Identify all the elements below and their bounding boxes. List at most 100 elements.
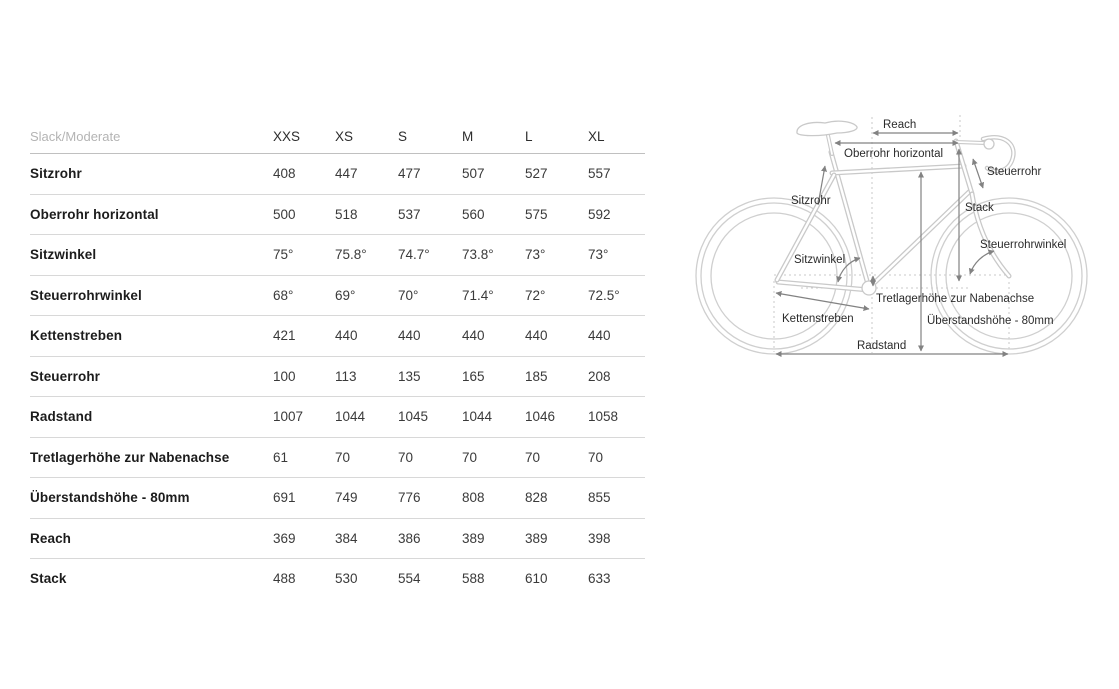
row-value: 398	[588, 530, 611, 546]
dimension-arrows	[775, 130, 1009, 357]
radstand-label: Radstand	[857, 340, 906, 352]
kettenstreben-arrow	[775, 290, 870, 312]
row-value: 776	[398, 490, 421, 506]
row-value: 369	[273, 530, 296, 546]
column-header-xs: XS	[335, 128, 354, 144]
row-label: Überstandshöhe - 80mm	[30, 490, 190, 506]
table-row: Radstand 1007 1044 1045 1044 1046 1058	[30, 397, 645, 438]
row-value: 633	[588, 571, 611, 587]
rear-wheel	[695, 197, 853, 355]
table-title: Slack/Moderate	[30, 128, 121, 144]
row-value: 575	[525, 206, 548, 222]
row-value: 488	[273, 571, 296, 587]
row-value: 588	[462, 571, 485, 587]
row-value: 440	[462, 328, 485, 344]
table-row: Sitzrohr 408 447 477 507 527 557	[30, 154, 645, 195]
row-value: 135	[398, 368, 421, 384]
row-value: 185	[525, 368, 548, 384]
row-value: 1046	[525, 409, 556, 425]
steuerrohrwinkel-arc	[968, 249, 995, 275]
stem	[955, 140, 987, 145]
row-value: 557	[588, 166, 611, 182]
geometry-table: Slack/Moderate XXS XS S M L XL Sitzrohr 4…	[30, 119, 645, 599]
row-value: 610	[525, 571, 548, 587]
row-label: Oberrohr horizontal	[30, 206, 159, 222]
row-value: 440	[525, 328, 548, 344]
handlebar-clamp	[983, 138, 995, 150]
row-label: Radstand	[30, 409, 93, 425]
row-value: 554	[398, 571, 421, 587]
row-label: Kettenstreben	[30, 328, 123, 344]
row-label: Sitzwinkel	[30, 247, 97, 263]
tretlagerhoehe-label: Tretlagerhöhe zur Nabenachse	[876, 293, 1034, 305]
steuerrohr-label: Steuerrohr	[987, 166, 1042, 178]
row-value: 518	[335, 206, 358, 222]
row-value: 72.5°	[588, 287, 620, 303]
column-header-l: L	[525, 128, 533, 144]
table-row: Kettenstreben 421 440 440 440 440 440	[30, 316, 645, 357]
row-label: Steuerrohrwinkel	[30, 287, 142, 303]
row-value: 537	[398, 206, 421, 222]
row-value: 1044	[462, 409, 493, 425]
row-value: 73°	[588, 247, 609, 263]
row-label: Tretlagerhöhe zur Nabenachse	[30, 449, 230, 465]
table-row: Sitzwinkel 75° 75.8° 74.7° 73.8° 73° 73°	[30, 235, 645, 276]
reach-label: Reach	[883, 119, 916, 131]
bottom-bracket	[861, 280, 877, 296]
row-value: 70	[335, 449, 351, 465]
steuerrohrwinkel-label: Steuerrohrwinkel	[980, 239, 1066, 251]
row-value: 749	[335, 490, 358, 506]
stack-label: Stack	[965, 202, 994, 214]
row-value: 75.8°	[335, 247, 367, 263]
row-value: 527	[525, 166, 548, 182]
table-body: Sitzrohr 408 447 477 507 527 557 Oberrohr horiz…	[30, 154, 645, 599]
row-value: 440	[398, 328, 421, 344]
row-value: 72°	[525, 287, 546, 303]
row-value: 73.8°	[462, 247, 494, 263]
row-value: 73°	[525, 247, 546, 263]
row-value: 70°	[398, 287, 419, 303]
row-value: 69°	[335, 287, 356, 303]
steuerrohr-arrow	[971, 158, 985, 189]
bike-geometry-diagram: Reach Oberrohr horizontal Steuerrohr Sta…	[695, 115, 1088, 357]
column-header-m: M	[462, 128, 474, 144]
row-value: 855	[588, 490, 611, 506]
row-label: Stack	[30, 571, 67, 587]
row-value: 440	[588, 328, 611, 344]
row-value: 1045	[398, 409, 429, 425]
row-value: 691	[273, 490, 296, 506]
ueberstandshoehe-label: Überstandshöhe - 80mm	[927, 315, 1054, 327]
row-value: 592	[588, 206, 611, 222]
row-value: 1044	[335, 409, 366, 425]
row-value: 408	[273, 166, 296, 182]
row-value: 507	[462, 166, 485, 182]
row-value: 447	[335, 166, 358, 182]
saddle	[796, 120, 858, 137]
row-value: 384	[335, 530, 358, 546]
row-value: 421	[273, 328, 296, 344]
row-value: 1058	[588, 409, 619, 425]
row-value: 75°	[273, 247, 294, 263]
row-value: 560	[462, 206, 485, 222]
row-value: 808	[462, 490, 485, 506]
row-value: 113	[335, 368, 357, 384]
table-row: Überstandshöhe - 80mm 691 749 776 808 828 855	[30, 478, 645, 519]
kettenstreben-label: Kettenstreben	[782, 313, 854, 325]
row-value: 500	[273, 206, 296, 222]
row-label: Reach	[30, 530, 72, 546]
row-value: 1007	[273, 409, 304, 425]
row-label: Sitzrohr	[30, 166, 82, 182]
column-header-s: S	[398, 128, 408, 144]
front-wheel	[930, 197, 1088, 355]
table-row: Oberrohr horizontal 500 518 537 560 575 592	[30, 195, 645, 235]
row-value: 61	[273, 449, 289, 465]
diagram-labels: Reach Oberrohr horizontal Steuerrohr Sta…	[782, 119, 1066, 352]
frame	[774, 138, 975, 293]
row-value: 71.4°	[462, 287, 494, 303]
row-value: 74.7°	[398, 247, 430, 263]
column-header-xxs: XXS	[273, 128, 301, 144]
row-value: 477	[398, 166, 421, 182]
sitzwinkel-label: Sitzwinkel	[794, 254, 845, 266]
row-value: 386	[398, 530, 421, 546]
fork	[969, 191, 1012, 279]
